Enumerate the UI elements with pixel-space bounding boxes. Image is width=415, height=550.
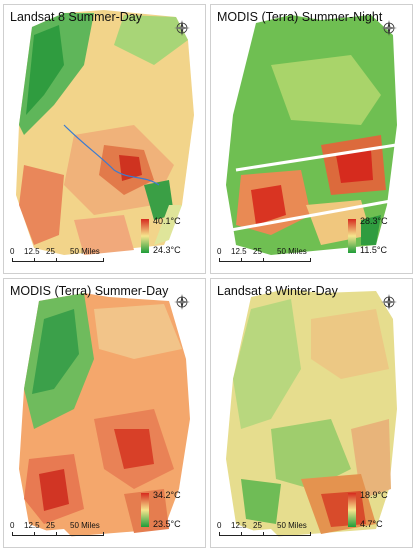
scale-line <box>12 535 104 536</box>
scale-bar: 0 12.5 25 50 Miles <box>10 521 120 543</box>
scale-label-12-5: 12.5 <box>231 521 247 530</box>
north-arrow-icon <box>380 19 398 37</box>
scale-line <box>219 535 311 536</box>
legend-max-label: 34.2°C <box>153 490 181 500</box>
scale-label-25: 25 <box>46 521 55 530</box>
scale-label-25: 25 <box>46 247 55 256</box>
panel-title: Landsat 8 Winter-Day <box>217 284 338 298</box>
scale-tick <box>219 532 220 536</box>
north-arrow-icon <box>173 293 191 311</box>
legend-gradient-bar <box>141 219 149 253</box>
panel-title: MODIS (Terra) Summer-Day <box>10 284 169 298</box>
map-image <box>4 10 194 273</box>
scale-label-12-5: 12.5 <box>24 247 40 256</box>
scale-bar: 0 12.5 25 50 Miles <box>217 521 327 543</box>
scale-tick <box>310 532 311 536</box>
scale-tick <box>56 532 57 536</box>
scale-tick <box>310 258 311 262</box>
color-legend: 40.1°C 24.3°C <box>141 216 185 255</box>
scale-label-12-5: 12.5 <box>24 521 40 530</box>
map-panel-landsat-winter-day: Landsat 8 Winter-Day 18.9°C 4.7°C 0 12.5… <box>210 278 413 548</box>
scale-bar: 0 12.5 25 50 Miles <box>10 247 120 269</box>
map-panel-modis-summer-day: MODIS (Terra) Summer-Day 34.2°C 23.5°C 0… <box>3 278 206 548</box>
scale-label-0: 0 <box>10 247 15 256</box>
legend-gradient-bar <box>348 493 356 527</box>
color-legend: 18.9°C 4.7°C <box>348 490 392 529</box>
color-legend: 34.2°C 23.5°C <box>141 490 185 529</box>
scale-label-0: 0 <box>10 521 15 530</box>
map-image <box>4 293 190 547</box>
legend-max-label: 28.3°C <box>360 216 388 226</box>
legend-min-label: 4.7°C <box>360 519 383 529</box>
scale-label-50-miles: 50 Miles <box>277 521 307 530</box>
scale-tick <box>56 258 57 262</box>
scale-tick <box>34 532 35 536</box>
legend-min-label: 23.5°C <box>153 519 181 529</box>
legend-max-label: 40.1°C <box>153 216 181 226</box>
scale-bar: 0 12.5 25 50 Miles <box>217 247 327 269</box>
scale-tick <box>34 258 35 262</box>
legend-gradient-bar <box>141 493 149 527</box>
scale-tick <box>263 532 264 536</box>
panel-title: Landsat 8 Summer-Day <box>10 10 143 24</box>
scale-tick <box>219 258 220 262</box>
map-image <box>211 15 397 273</box>
scale-tick <box>103 532 104 536</box>
legend-min-label: 11.5°C <box>360 245 387 255</box>
scale-label-25: 25 <box>253 247 262 256</box>
scale-label-50-miles: 50 Miles <box>70 247 100 256</box>
panel-title: MODIS (Terra) Summer-Night <box>217 10 383 24</box>
scale-tick <box>12 258 13 262</box>
map-image <box>211 289 397 547</box>
map-panel-landsat-summer-day: Landsat 8 Summer-Day 40.1°C 24.3°C 0 12.… <box>3 4 206 274</box>
scale-label-50-miles: 50 Miles <box>277 247 307 256</box>
scale-line <box>219 261 311 262</box>
scale-label-0: 0 <box>217 247 222 256</box>
scale-tick <box>12 532 13 536</box>
scale-label-50-miles: 50 Miles <box>70 521 100 530</box>
scale-label-25: 25 <box>253 521 262 530</box>
legend-gradient-bar <box>348 219 356 253</box>
scale-line <box>12 261 104 262</box>
map-panel-modis-summer-night: MODIS (Terra) Summer-Night 28.3°C 11.5°C… <box>210 4 413 274</box>
scale-tick <box>103 258 104 262</box>
north-arrow-icon <box>380 293 398 311</box>
legend-min-label: 24.3°C <box>153 245 181 255</box>
north-arrow-icon <box>173 19 191 37</box>
color-legend: 28.3°C 11.5°C <box>348 216 392 255</box>
scale-tick <box>241 258 242 262</box>
scale-tick <box>241 532 242 536</box>
scale-label-0: 0 <box>217 521 222 530</box>
scale-label-12-5: 12.5 <box>231 247 247 256</box>
legend-max-label: 18.9°C <box>360 490 388 500</box>
scale-tick <box>263 258 264 262</box>
